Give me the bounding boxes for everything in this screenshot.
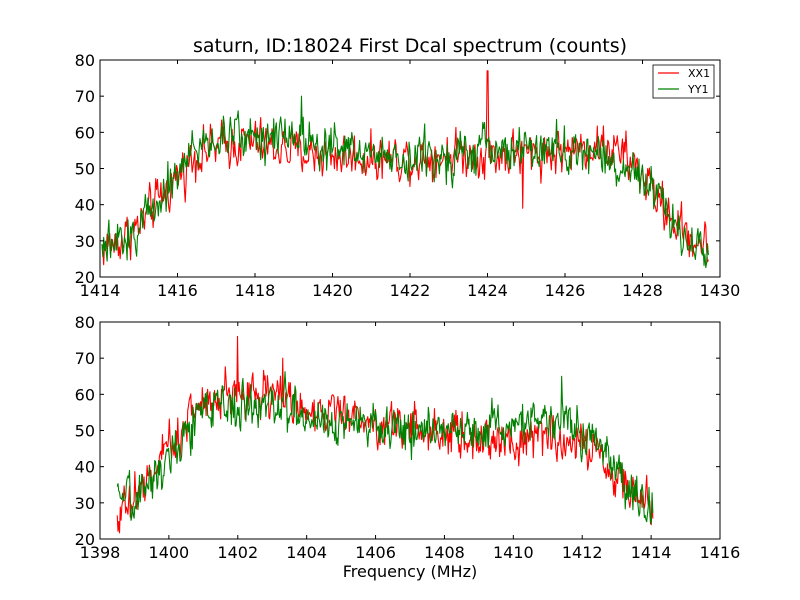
top-y-tick-label: 70 [75,87,95,106]
bottom-plot-area [116,335,654,534]
top-x-tick-label: 1424 [467,281,508,300]
bottom-y-tick-label: 20 [75,530,95,549]
bottom-x-tick-label: 1398 [80,543,121,562]
bottom-y-tick-label: 60 [75,385,95,404]
top-x-tick-label: 1418 [235,281,276,300]
top-panel: saturn, ID:18024 First Dcal spectrum (co… [75,35,741,300]
bottom-x-tick-label: 1416 [700,543,741,562]
bottom-y-tick-label: 30 [75,494,95,513]
top-y-tick-label: 50 [75,160,95,179]
bottom-y-tick-label: 50 [75,422,95,441]
top-series-line-yy1 [101,95,709,269]
bottom-panel: 1398 1400 1402 1404 1406 1408 1410 1412 1414 1416… [75,313,741,581]
top-y-tick-label: 40 [75,196,95,215]
bottom-x-tick-label: 1400 [149,543,190,562]
top-x-tick-label: 1426 [545,281,586,300]
x-axis-label: Frequency (MHz) [343,562,477,581]
chart-title: saturn, ID:18024 First Dcal spectrum (co… [193,35,627,57]
top-x-tick-label: 1416 [157,281,198,300]
top-y-tick-label: 60 [75,123,95,142]
top-x-tick-label: 1428 [622,281,663,300]
top-y-tick-label: 20 [75,268,95,287]
bottom-x-tick-label: 1410 [493,543,534,562]
top-series-line-xx1 [101,70,709,266]
top-x-tick-label: 1422 [390,281,431,300]
bottom-y-tick-label: 70 [75,349,95,368]
legend-label-yy1: YY1 [687,83,708,96]
legend: XX1 YY1 [652,64,715,99]
bottom-y-tick-label: 80 [75,313,95,332]
top-x-tick-label: 1430 [700,281,741,300]
bottom-y-tick-label: 40 [75,458,95,477]
top-x-tick-label: 1414 [80,281,121,300]
top-axes: 1414 1416 1418 1420 1422 1424 1426 1428 1430 20 30… [75,51,741,300]
bottom-series-line-green [116,371,654,525]
top-plot-area [101,70,709,269]
top-x-tick-label: 1420 [312,281,353,300]
top-y-tick-label: 30 [75,232,95,251]
bottom-x-tick-label: 1406 [355,543,396,562]
legend-label-xx1: XX1 [688,67,710,80]
bottom-x-tick-label: 1402 [217,543,258,562]
top-y-tick-label: 80 [75,51,95,70]
bottom-axes: 1398 1400 1402 1404 1406 1408 1410 1412 1414 1416… [75,313,741,562]
bottom-x-tick-label: 1404 [286,543,327,562]
legend-box [652,64,715,99]
bottom-x-tick-label: 1412 [562,543,603,562]
bottom-x-tick-label: 1414 [631,543,672,562]
bottom-x-tick-label: 1408 [424,543,465,562]
